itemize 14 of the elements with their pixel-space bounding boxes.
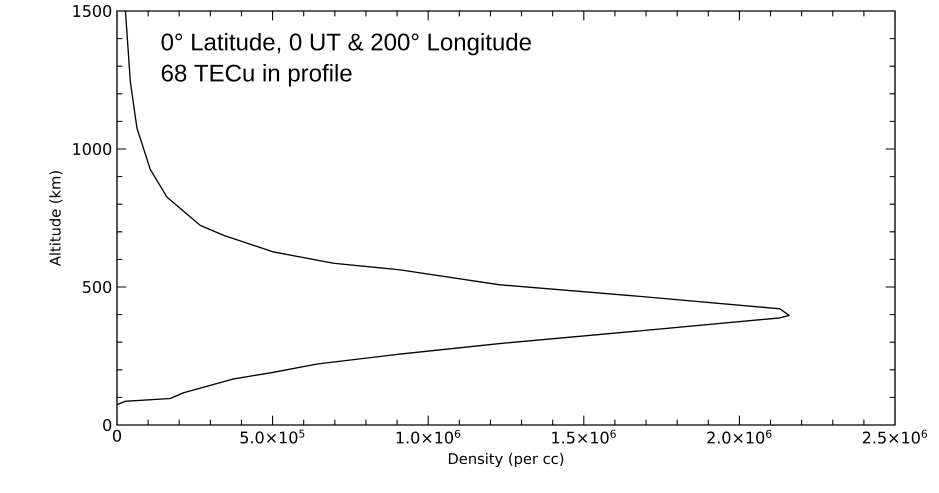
x-tick-label: 2.5×10$^{6}$ — [862, 430, 927, 444]
x-tick-label: 2.0×10$^{6}$ — [707, 430, 772, 444]
y-tick-label: 0 — [103, 418, 112, 432]
y-tick-label: 500 — [82, 280, 112, 294]
annotation: 68 TECu in profile — [162, 64, 352, 86]
x-tick-label: 1.5×10$^{6}$ — [552, 430, 616, 444]
x-tick-label: 1.0×10$^{6}$ — [396, 430, 460, 444]
y-axis-title: Altitude (km) — [49, 171, 62, 266]
x-tick-label: 0 — [112, 430, 122, 442]
y-tick-label: 1500 — [73, 4, 112, 18]
annotation: 0° Latitude, 0 UT & 200° Longitude — [162, 32, 531, 56]
x-axis-title: Density (per cc) — [448, 452, 564, 468]
x-tick-label: 5.0×10$^{5}$ — [240, 430, 304, 444]
y-tick-label: 1000 — [73, 142, 112, 156]
